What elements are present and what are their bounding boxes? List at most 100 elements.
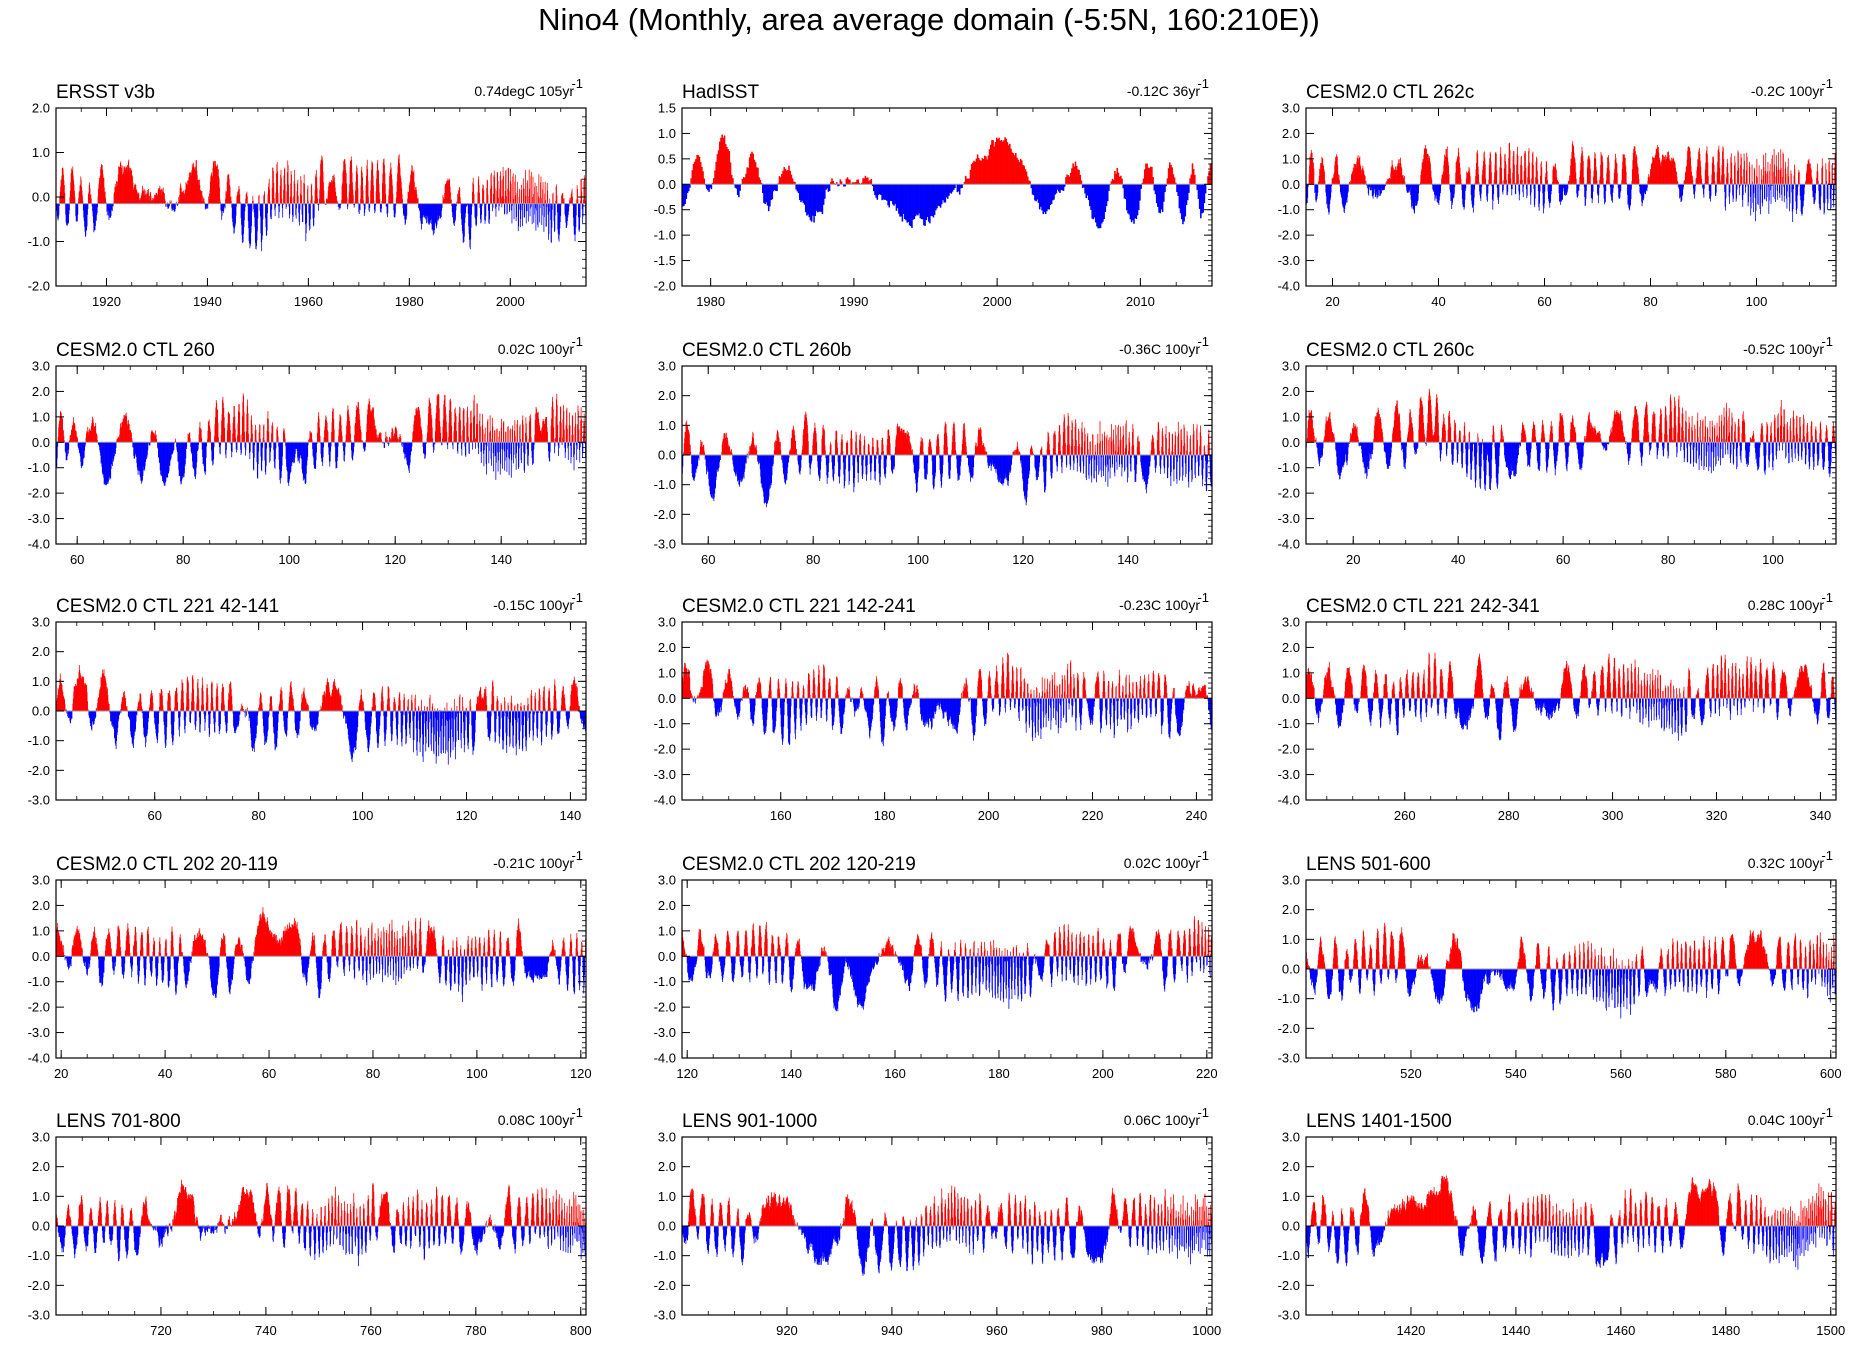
bar [148,189,149,204]
bar [1547,180,1548,185]
bar [1506,184,1508,195]
bar [202,442,203,457]
bar [402,199,403,204]
bar [557,442,559,446]
bar [1448,165,1450,185]
bar [158,188,159,204]
x-tick-label: 2000 [983,294,1012,309]
bar [816,441,818,455]
bar [1158,184,1160,213]
bar [1817,163,1818,185]
bar [168,203,170,208]
bar [902,184,905,214]
bar [189,438,191,443]
figure-title: Nino4 (Monthly, area average domain (-5:… [538,2,1320,37]
bar [248,203,249,229]
bar [527,442,529,465]
bar [86,432,88,443]
bar [1359,164,1361,185]
bar [286,442,288,472]
bar [200,191,202,204]
bar [1472,184,1473,208]
bar [907,184,910,222]
bar [542,182,544,204]
bar [202,197,204,204]
bar [518,196,520,204]
bar [233,417,234,443]
bar [405,442,407,458]
bar [141,442,143,482]
bar [247,413,249,443]
bar [852,453,853,455]
bar [462,203,464,244]
bar [1522,184,1524,193]
bar [429,203,430,224]
bar [1306,184,1308,203]
bar [265,203,267,228]
bar [296,442,298,451]
bar [495,203,496,209]
bar [1549,184,1551,202]
bar [1194,174,1196,185]
bar [1787,166,1789,185]
bar [298,442,300,464]
bar [497,442,499,472]
bar [292,442,294,461]
bar [239,194,241,204]
bar [1789,184,1791,204]
bar [699,446,701,455]
bar [490,430,491,443]
bar [1715,184,1717,196]
bar [188,434,190,443]
bar [1689,148,1691,185]
bar [1069,172,1072,185]
bar [115,442,117,449]
bar [1730,156,1732,185]
bar [1491,184,1493,200]
bar [1079,174,1082,185]
bar [443,404,445,443]
bar [1475,169,1477,185]
bar [785,455,787,481]
bar [1710,184,1712,196]
bar [1710,184,1711,202]
bar [782,455,784,468]
bar [98,442,100,447]
bar [318,203,320,205]
bar [697,455,699,459]
bar [195,442,197,475]
bar [1642,184,1644,200]
bar [544,423,545,443]
bar [1334,161,1336,185]
bar [1545,173,1547,185]
bar [1726,167,1728,185]
bar [1384,184,1385,190]
bar [1722,151,1723,185]
bar [367,180,369,204]
bar [115,187,117,204]
bar [1724,184,1726,192]
bar [1351,172,1353,185]
bar [908,184,911,226]
bar [197,179,199,204]
bar [273,198,275,204]
bar [185,442,187,448]
bar [280,169,282,204]
bar [183,442,184,475]
bar [1656,148,1658,185]
bar [1422,158,1424,185]
bar [1016,157,1018,185]
bar [849,455,851,471]
bar [1576,184,1578,194]
bar [470,203,472,228]
bar [1117,172,1120,185]
bar [988,149,991,185]
bar [449,398,451,443]
bar [570,442,571,446]
bar [327,430,328,443]
bar [1442,173,1444,185]
bar [1626,182,1627,185]
bar [1539,184,1541,192]
bar [783,455,785,475]
bar [236,194,238,204]
